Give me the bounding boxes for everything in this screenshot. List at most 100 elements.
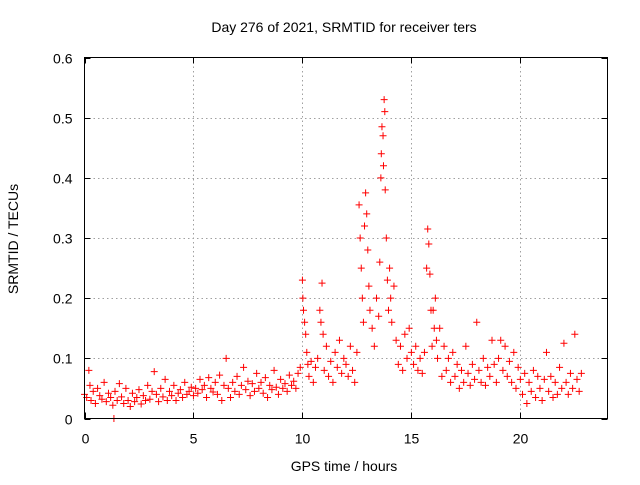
data-point [497,336,505,344]
data-point [331,348,339,356]
data-point [440,342,448,350]
data-point [126,402,134,410]
data-point [187,383,195,391]
data-point [351,378,359,386]
data-point [403,354,411,362]
data-point [462,342,470,350]
data-point [490,360,498,368]
data-point [357,264,365,272]
data-point [426,270,434,278]
data-point [379,132,387,140]
x-tick-label: 5 [190,431,198,447]
y-tick-label: 0.3 [53,231,73,247]
data-point [361,222,369,230]
y-tick-labels: 0 0.1 0.2 0.3 0.4 0.5 0.6 [53,51,73,428]
data-point [248,380,256,388]
data-point [532,393,540,401]
data-point [566,369,574,377]
data-point [356,234,364,242]
data-point [486,372,494,380]
data-point [499,366,507,374]
data-point [261,374,269,382]
data-point [277,375,285,383]
data-point [181,378,189,386]
data-point [87,396,95,404]
data-point [468,360,476,368]
data-point [246,392,254,400]
x-tick-label: 15 [404,431,420,447]
data-point [111,387,119,395]
data-point [556,363,564,371]
data-point [113,396,121,404]
data-point [525,378,533,386]
data-point [560,339,568,347]
data-point [139,392,147,400]
data-point [405,324,413,332]
data-point [388,318,396,326]
data-point [152,390,160,398]
data-point [118,393,126,401]
data-point [551,378,559,386]
x-tick-label: 20 [513,431,529,447]
data-point [394,360,402,368]
data-point [479,354,487,362]
data-point [144,381,152,389]
data-point [213,390,221,398]
data-point [266,381,274,389]
data-point [466,381,474,389]
y-tick-label: 0.4 [53,171,73,187]
data-point [189,392,197,400]
data-point [453,360,461,368]
data-point [148,387,156,395]
x-tick-label: 10 [295,431,311,447]
data-point [235,390,243,398]
data-point [449,348,457,356]
data-point [318,279,326,287]
data-point [503,372,511,380]
data-point [220,381,228,389]
data-point [527,387,535,395]
plot-frame [84,57,608,419]
data-point [365,282,373,290]
data-point [281,380,289,388]
data-point [390,282,398,290]
data-point [521,369,529,377]
data-point [386,264,394,272]
data-point [338,369,346,377]
data-point [222,354,230,362]
data-point [378,123,386,131]
data-point [268,386,276,394]
data-point [285,371,293,379]
data-point [425,240,433,248]
data-point [562,378,570,386]
data-point [434,354,442,362]
data-point [488,336,496,344]
data-point [575,387,583,395]
data-point [224,384,232,392]
data-point [216,371,224,379]
data-point [529,366,537,374]
data-point [198,386,206,394]
data-point [311,363,319,371]
data-point [471,375,479,383]
data-point [264,393,272,401]
data-point [300,306,308,314]
data-point [192,384,200,392]
data-point [259,389,267,397]
data-point [218,396,226,404]
data-point [89,387,97,395]
data-point [255,384,263,392]
data-point [296,363,304,371]
data-point [577,369,585,377]
data-point [418,369,426,377]
data-point [571,330,579,338]
data-point [322,342,330,350]
data-point [512,384,520,392]
data-point [161,375,169,383]
data-point [314,354,322,362]
data-point [523,399,531,407]
data-point [107,393,115,401]
data-point [303,348,311,356]
y-tick-label: 0.1 [53,351,73,367]
